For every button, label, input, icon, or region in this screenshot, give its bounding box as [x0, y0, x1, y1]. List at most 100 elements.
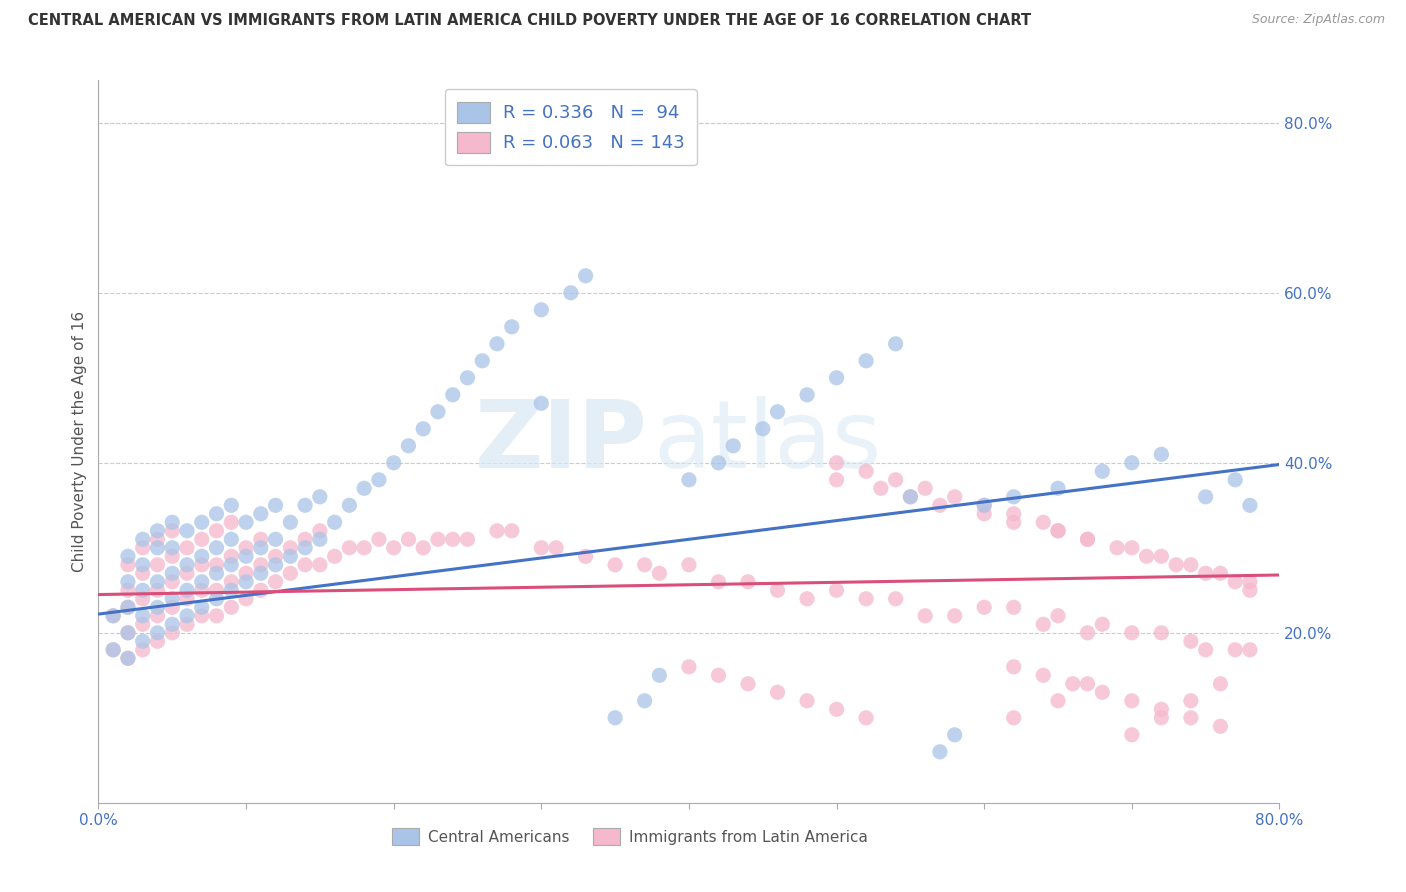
Point	[929, 745, 952, 759]
Point	[339, 498, 361, 512]
Point	[412, 541, 434, 555]
Point	[1002, 490, 1025, 504]
Point	[294, 498, 316, 512]
Point	[117, 549, 139, 564]
Point	[1032, 617, 1054, 632]
Point	[250, 558, 273, 572]
Point	[264, 533, 287, 547]
Point	[1209, 566, 1232, 581]
Point	[1091, 617, 1114, 632]
Point	[176, 524, 198, 538]
Point	[973, 498, 995, 512]
Point	[1225, 473, 1247, 487]
Point	[146, 625, 169, 640]
Point	[884, 591, 907, 606]
Point	[250, 507, 273, 521]
Point	[117, 651, 139, 665]
Point	[605, 558, 627, 572]
Point	[309, 533, 332, 547]
Point	[250, 583, 273, 598]
Point	[221, 583, 243, 598]
Point	[634, 558, 657, 572]
Point	[1077, 533, 1099, 547]
Point	[280, 566, 302, 581]
Point	[900, 490, 922, 504]
Point	[1239, 583, 1261, 598]
Point	[205, 558, 228, 572]
Point	[1002, 600, 1025, 615]
Point	[412, 422, 434, 436]
Point	[132, 541, 155, 555]
Point	[309, 490, 332, 504]
Point	[132, 642, 155, 657]
Point	[1180, 634, 1202, 648]
Point	[162, 574, 183, 589]
Point	[353, 481, 375, 495]
Point	[191, 608, 214, 623]
Point	[235, 574, 257, 589]
Point	[235, 516, 257, 530]
Point	[280, 541, 302, 555]
Point	[382, 541, 405, 555]
Point	[176, 558, 198, 572]
Point	[235, 549, 257, 564]
Point	[221, 516, 243, 530]
Point	[146, 541, 169, 555]
Point	[221, 558, 243, 572]
Point	[205, 541, 228, 555]
Point	[191, 574, 214, 589]
Point	[221, 574, 243, 589]
Point	[900, 490, 922, 504]
Point	[1180, 711, 1202, 725]
Point	[264, 549, 287, 564]
Point	[205, 583, 228, 598]
Point	[855, 464, 877, 478]
Point	[132, 591, 155, 606]
Point	[1225, 574, 1247, 589]
Point	[678, 558, 700, 572]
Point	[1180, 558, 1202, 572]
Point	[737, 574, 759, 589]
Point	[855, 711, 877, 725]
Point	[973, 600, 995, 615]
Point	[353, 541, 375, 555]
Point	[605, 711, 627, 725]
Point	[117, 625, 139, 640]
Point	[264, 574, 287, 589]
Point	[707, 668, 730, 682]
Point	[235, 591, 257, 606]
Point	[943, 728, 966, 742]
Text: atlas: atlas	[654, 395, 882, 488]
Point	[309, 558, 332, 572]
Point	[132, 617, 155, 632]
Point	[530, 541, 553, 555]
Point	[162, 600, 183, 615]
Point	[323, 516, 346, 530]
Point	[117, 558, 139, 572]
Point	[1209, 719, 1232, 733]
Point	[205, 524, 228, 538]
Point	[132, 608, 155, 623]
Point	[943, 490, 966, 504]
Point	[132, 634, 155, 648]
Point	[1002, 660, 1025, 674]
Text: Source: ZipAtlas.com: Source: ZipAtlas.com	[1251, 13, 1385, 27]
Point	[943, 608, 966, 623]
Text: ZIP: ZIP	[475, 395, 648, 488]
Text: CENTRAL AMERICAN VS IMMIGRANTS FROM LATIN AMERICA CHILD POVERTY UNDER THE AGE OF: CENTRAL AMERICAN VS IMMIGRANTS FROM LATI…	[28, 13, 1031, 29]
Point	[103, 608, 125, 623]
Point	[280, 549, 302, 564]
Point	[132, 583, 155, 598]
Point	[1032, 668, 1054, 682]
Point	[560, 285, 582, 300]
Point	[1239, 642, 1261, 657]
Point	[146, 574, 169, 589]
Point	[825, 702, 848, 716]
Point	[884, 336, 907, 351]
Point	[146, 634, 169, 648]
Point	[1225, 642, 1247, 657]
Point	[294, 558, 316, 572]
Point	[205, 566, 228, 581]
Point	[1121, 728, 1143, 742]
Point	[309, 524, 332, 538]
